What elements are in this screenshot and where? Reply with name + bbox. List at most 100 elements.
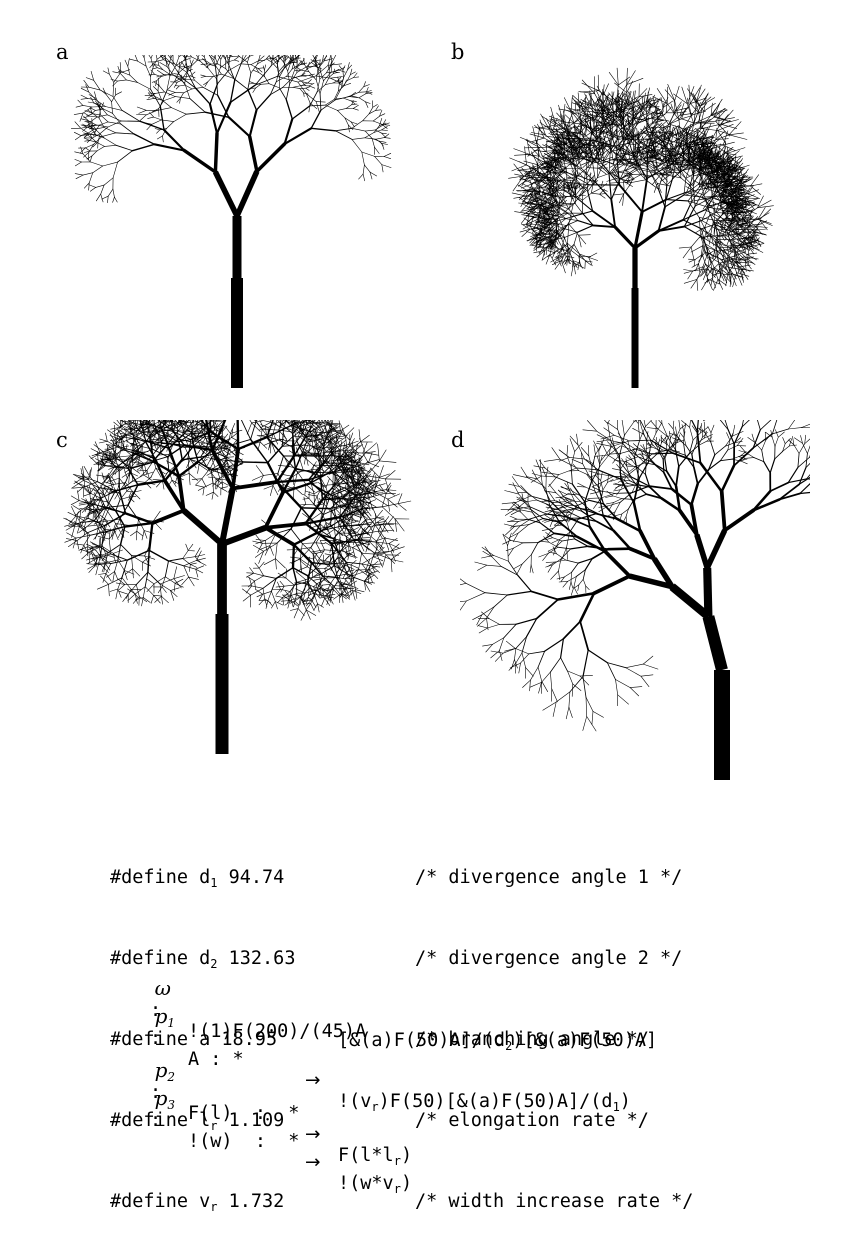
branch-segment (264, 576, 277, 579)
branch-segment (285, 55, 286, 58)
branch-segment (229, 117, 250, 136)
branch-segment (281, 586, 285, 592)
branch-segment (80, 113, 83, 121)
branch-segment (537, 127, 540, 144)
branch-segment (719, 273, 721, 284)
branch-segment (208, 77, 213, 82)
branch-segment (91, 71, 94, 80)
branch-segment (308, 80, 312, 83)
branch-segment (684, 270, 693, 272)
branch-segment (376, 110, 381, 111)
branch-segment (398, 494, 402, 504)
branch-segment (576, 189, 581, 195)
branch-segment (579, 235, 591, 236)
branch-segment (568, 224, 569, 243)
branch-segment (234, 79, 248, 90)
branch-segment (566, 221, 578, 226)
branch-segment (304, 93, 305, 97)
branch-segment (96, 185, 104, 187)
branch-segment (727, 148, 745, 154)
branch-segment (248, 73, 251, 89)
branch-segment (538, 150, 539, 165)
branch-segment (276, 568, 293, 579)
branch-segment (566, 219, 578, 221)
branch-segment (318, 604, 320, 612)
branch-segment (566, 140, 567, 152)
branch-segment (667, 87, 668, 104)
branch-segment (197, 55, 200, 61)
branch-segment (751, 186, 761, 195)
branch-segment (85, 111, 92, 113)
branch-segment (250, 137, 257, 172)
branch-segment (265, 524, 305, 528)
branch-segment (668, 84, 675, 100)
branch-segment (743, 215, 754, 216)
branch-segment (352, 138, 365, 140)
branch-segment (114, 197, 117, 202)
branch-segment (120, 73, 126, 80)
branch-segment (210, 104, 217, 133)
branch-segment (382, 143, 388, 144)
branch-segment (268, 601, 272, 606)
branch-segment (294, 609, 298, 618)
branch-segment (295, 601, 299, 605)
branch-segment (627, 78, 643, 84)
branch-segment (574, 244, 580, 254)
branch-segment (113, 162, 118, 178)
branch-segment (352, 121, 363, 129)
branch-segment (384, 138, 390, 139)
branch-segment (689, 260, 695, 263)
branch-segment (91, 97, 94, 103)
branch-segment (151, 55, 153, 58)
branch-segment (186, 112, 205, 114)
branch-segment (711, 278, 713, 286)
branch-segment (104, 109, 113, 113)
branch-segment (333, 578, 339, 590)
branch-segment (292, 106, 310, 119)
branch-segment (376, 484, 385, 487)
branch-segment (279, 88, 286, 100)
branch-segment (609, 154, 610, 174)
branch-segment (148, 90, 152, 96)
branch-segment (306, 504, 315, 505)
branch-segment (195, 80, 204, 87)
branch-segment (135, 55, 138, 61)
branch-segment (326, 479, 329, 488)
branch-segment (231, 80, 235, 102)
branch-segment (356, 590, 357, 599)
branch-segment (290, 609, 298, 611)
branch-segment (277, 598, 282, 603)
branch-segment (158, 61, 159, 66)
branch-segment (591, 189, 600, 194)
branch-segment (157, 77, 161, 81)
branch-segment (157, 70, 164, 74)
branch-segment (320, 540, 324, 549)
branch-segment (185, 79, 195, 80)
branch-segment (627, 68, 628, 84)
branch-segment (176, 86, 179, 89)
branch-segment (318, 568, 325, 578)
branch-segment (252, 586, 263, 588)
branch-segment (359, 98, 365, 102)
branch-segment (101, 107, 108, 115)
branch-segment (113, 197, 115, 202)
branch-segment (713, 279, 718, 290)
branch-segment (321, 598, 324, 606)
branch-segment (582, 83, 599, 91)
branch-segment (372, 561, 378, 566)
branch-segment (713, 250, 715, 259)
branch-segment (359, 92, 367, 93)
branch-segment (559, 105, 564, 121)
branch-segment (691, 247, 694, 259)
branch-segment (163, 136, 164, 142)
branch-segment (118, 80, 127, 81)
branch-segment (375, 147, 380, 153)
branch-segment (104, 127, 116, 132)
branch-segment (101, 185, 104, 194)
branch-segment (659, 207, 665, 231)
branch-segment (71, 128, 80, 129)
branch-segment (382, 165, 383, 172)
branch-segment (525, 147, 527, 165)
branch-segment (214, 56, 215, 60)
branch-segment (128, 58, 130, 66)
